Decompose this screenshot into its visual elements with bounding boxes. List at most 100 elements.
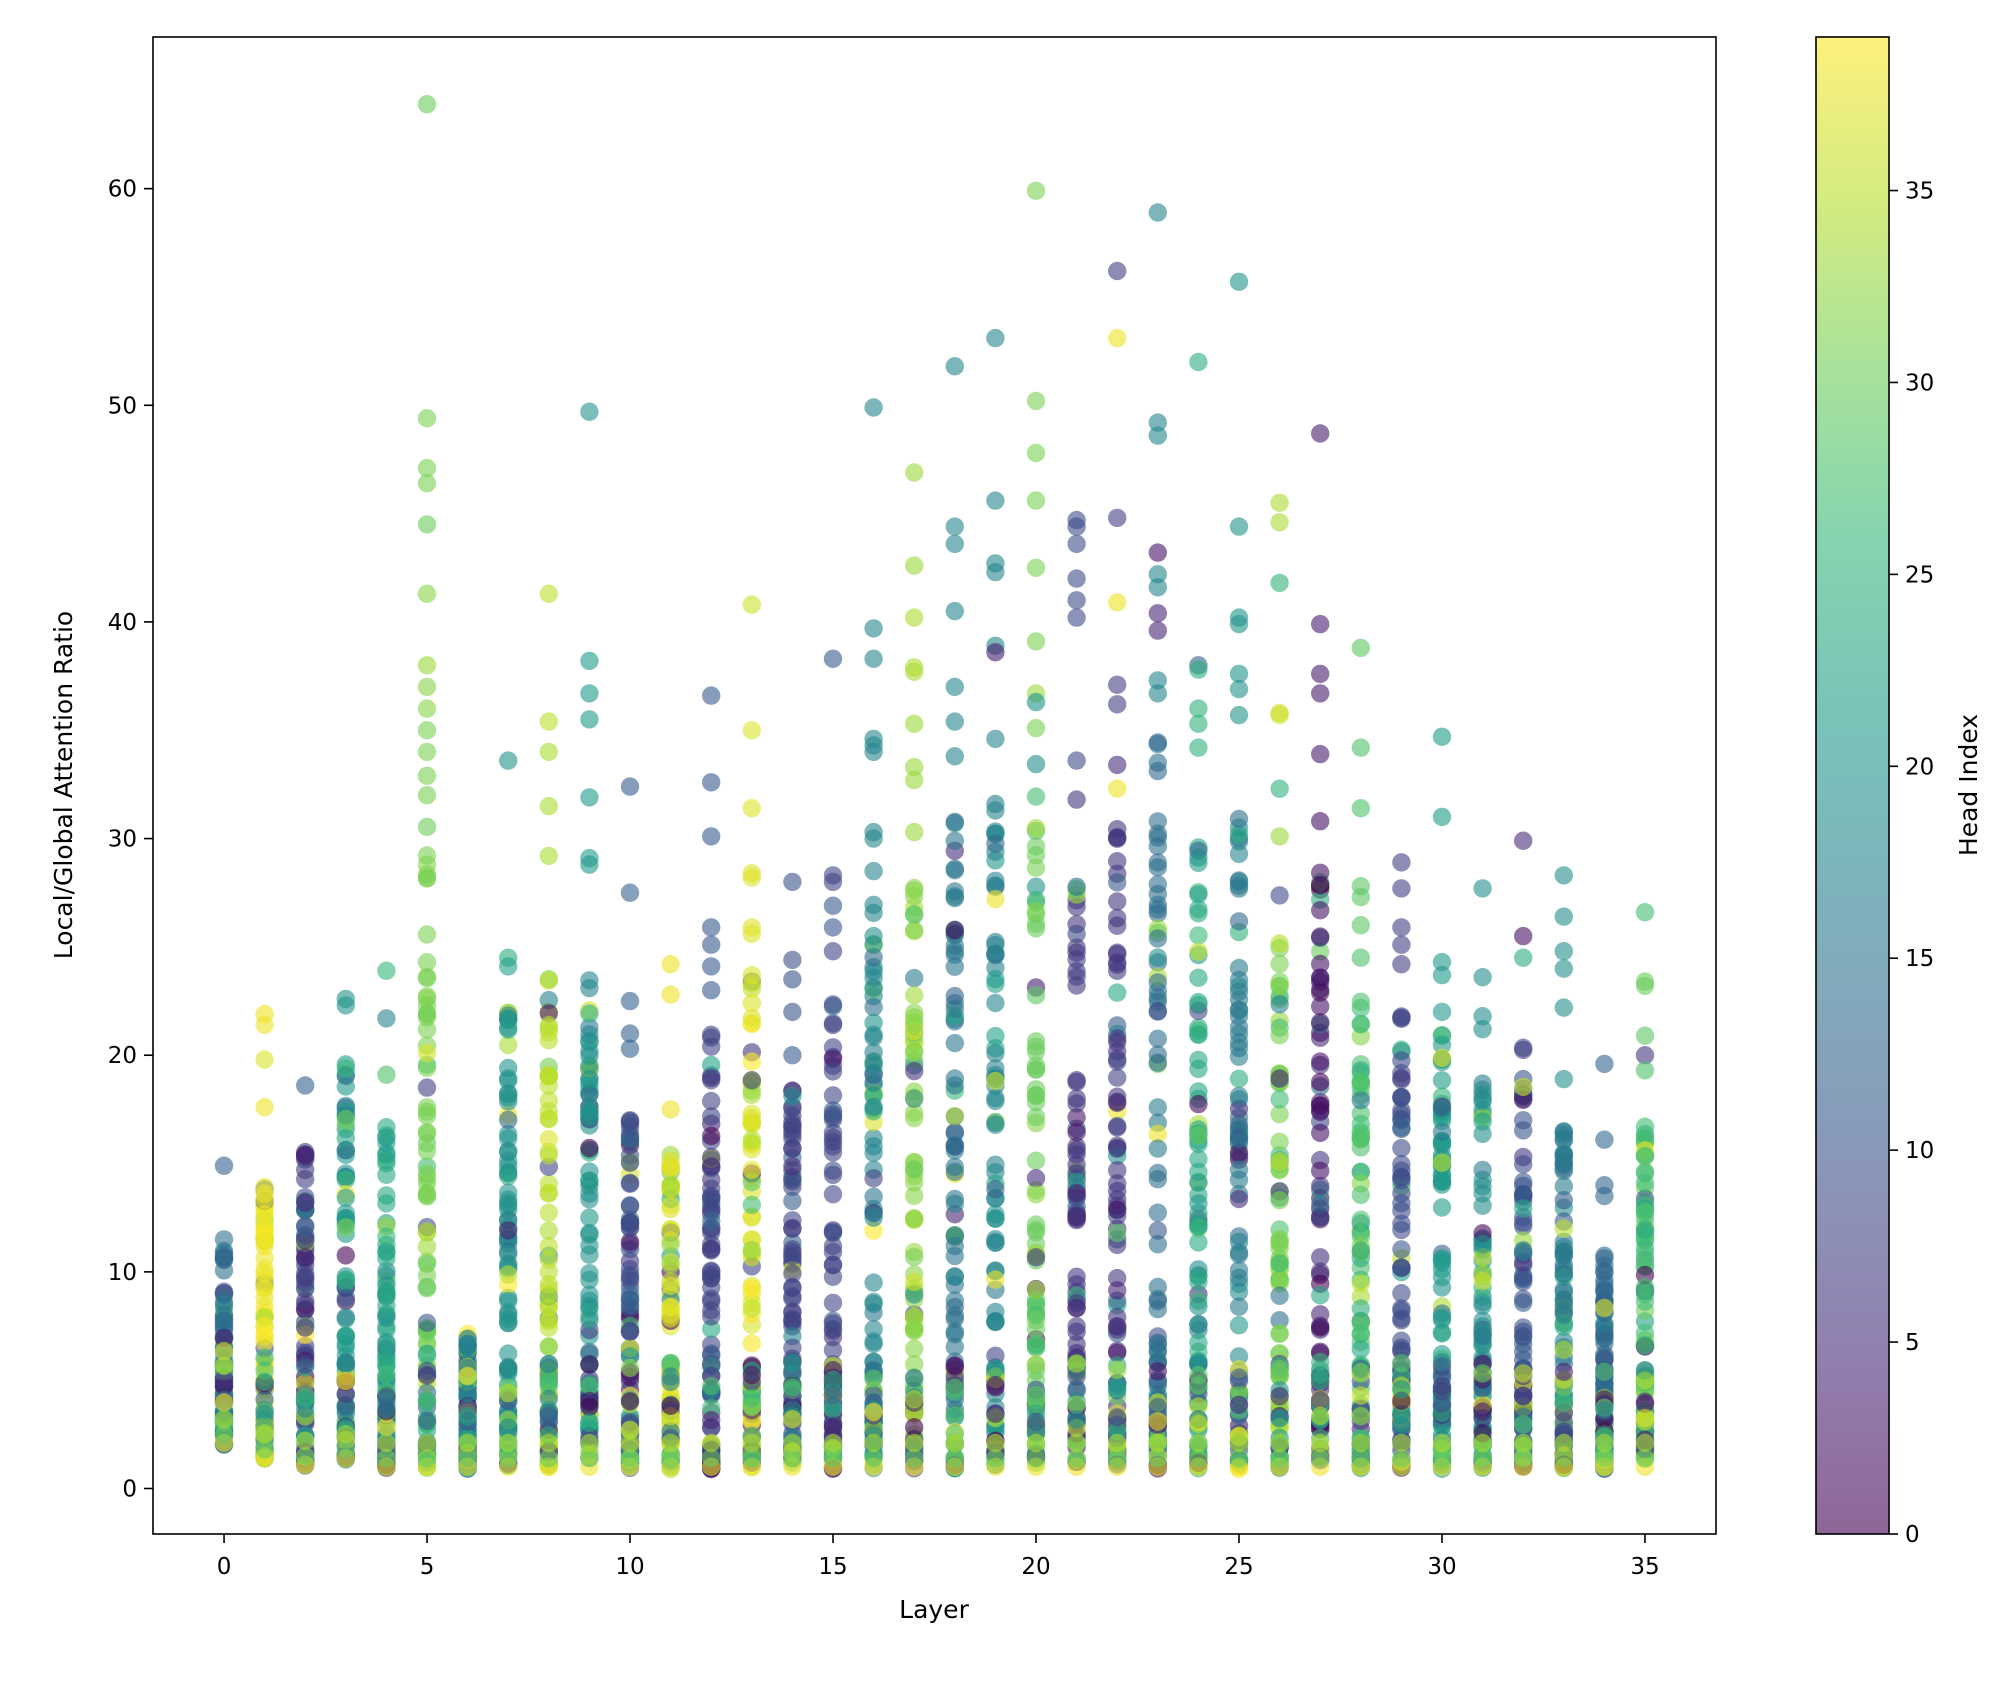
colorbar-tick-label: 15 [1905,946,1934,972]
data-point [1473,1248,1492,1267]
data-point [1026,1056,1046,1075]
data-point [1514,1242,1533,1262]
data-point [1148,1139,1168,1158]
data-point [1229,1347,1249,1366]
data-point-outlier [1026,391,1046,411]
data-point [296,1145,315,1165]
data-point [214,1425,234,1444]
data-point [377,1154,396,1173]
data-point [1108,1317,1127,1336]
data-point [986,1026,1005,1046]
data-point [905,1247,924,1267]
data-point [742,1160,761,1180]
data-point [1311,1013,1330,1032]
data-point [1595,1401,1614,1420]
y-axis: 0 10 20 30 40 50 60 [108,177,153,1503]
data-point [580,1376,599,1396]
data-point [1473,1402,1492,1421]
data-point [1351,1299,1371,1318]
data-point [580,1449,599,1468]
data-point-outlier [336,996,355,1015]
data-point [1067,924,1086,944]
data-point [417,1346,437,1365]
colorbar-tick-label: 0 [1905,1522,1920,1548]
data-point-outlier [905,757,924,777]
data-point [1189,1366,1208,1385]
data-point [986,871,1005,890]
data-point [499,1449,518,1468]
data-point [783,1309,802,1329]
data-point [742,1365,761,1385]
data-point-outlier [1554,866,1574,885]
data-point [1189,1433,1208,1453]
data-point [1432,1071,1452,1090]
data-point [296,1193,315,1212]
data-point [823,1015,843,1035]
data-point-outlier [1311,424,1330,443]
data-point [1595,1449,1614,1468]
data-point-outlier [1189,714,1208,733]
data-point [1148,1376,1168,1396]
data-point [336,1425,355,1444]
data-point [783,1264,802,1283]
data-point [296,1318,315,1337]
data-point [864,1273,883,1292]
data-point [296,1431,315,1451]
data-point [702,1179,721,1198]
data-point [1229,1245,1249,1264]
data-point [823,1370,843,1389]
data-point [823,1449,843,1468]
data-point [864,1097,883,1117]
data-point [296,1355,315,1374]
data-point [336,1307,355,1327]
data-point [1270,1271,1289,1290]
data-point-outlier [702,827,721,846]
data-point [1392,1284,1411,1303]
data-point-outlier [823,896,843,915]
data-point [905,1433,924,1453]
data-point [417,1279,437,1298]
data-point-outlier [417,766,437,785]
data-point [1067,1155,1086,1174]
data-point-outlier [1514,831,1533,850]
data-point [1351,1014,1371,1034]
x-axis: 0 5 10 15 20 25 30 35 [217,1534,1660,1580]
data-point [1351,1433,1371,1453]
data-point [620,1322,640,1341]
data-point [580,1025,599,1044]
data-point [255,1190,274,1209]
data-point [1026,1086,1046,1105]
x-tick-label: 15 [818,1554,847,1580]
data-point [336,1141,355,1160]
data-point [1270,886,1289,905]
data-point [702,1356,721,1375]
data-point [1270,954,1289,974]
data-point-outlier [702,957,721,976]
data-point [1067,877,1086,896]
data-point [1595,1362,1614,1381]
data-point [1148,900,1168,919]
data-point-outlier [539,846,558,866]
data-point [1108,1087,1127,1106]
data-point [905,1355,924,1374]
data-point [905,1088,924,1108]
data-point [1189,1217,1208,1236]
data-point [296,1388,315,1408]
data-point [417,925,437,944]
data-point [1067,967,1086,986]
data-point [458,1337,477,1356]
data-point [377,1296,396,1315]
data-point-outlier [417,656,437,675]
data-point [864,1169,883,1188]
data-point [1148,1221,1168,1240]
data-point [1229,1232,1249,1252]
data-point [1148,1029,1168,1049]
data-point [1392,1051,1411,1070]
data-point [1108,1032,1127,1052]
data-point [580,1162,599,1181]
data-point [783,1433,802,1453]
data-point [986,993,1005,1013]
data-point [945,1357,964,1376]
data-point [1351,1073,1371,1093]
data-point-outlier [580,651,599,671]
